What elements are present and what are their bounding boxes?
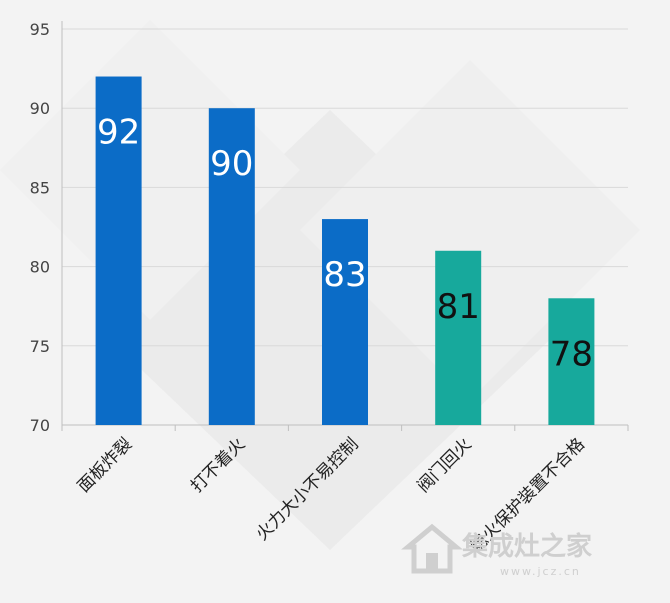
y-tick-label: 95 — [30, 20, 50, 39]
y-tick-label: 85 — [30, 178, 50, 197]
house-icon — [401, 523, 463, 574]
bar — [322, 219, 368, 425]
data-label: 83 — [323, 255, 366, 295]
x-tick-label: 面板炸裂 — [74, 434, 136, 496]
watermark-url: www.jcz.cn — [500, 565, 581, 578]
x-tick-label: 打不着火 — [187, 434, 249, 496]
data-label: 90 — [210, 144, 253, 184]
bar — [208, 108, 255, 425]
data-label: 81 — [437, 287, 480, 327]
watermark-text: 集成灶之家 — [461, 531, 592, 562]
bar — [435, 250, 482, 425]
data-label: 92 — [97, 113, 140, 153]
y-tick-label: 70 — [30, 416, 50, 435]
y-tick-label: 80 — [30, 258, 50, 277]
bars: 92 90 83 81 78 — [95, 76, 595, 426]
bar — [548, 298, 595, 425]
y-tick-label: 90 — [30, 99, 50, 118]
data-label: 78 — [550, 334, 593, 374]
y-tick-label: 75 — [30, 337, 50, 356]
watermark: 集成灶之家 www.jcz.cn — [401, 523, 592, 578]
bar — [95, 76, 142, 426]
